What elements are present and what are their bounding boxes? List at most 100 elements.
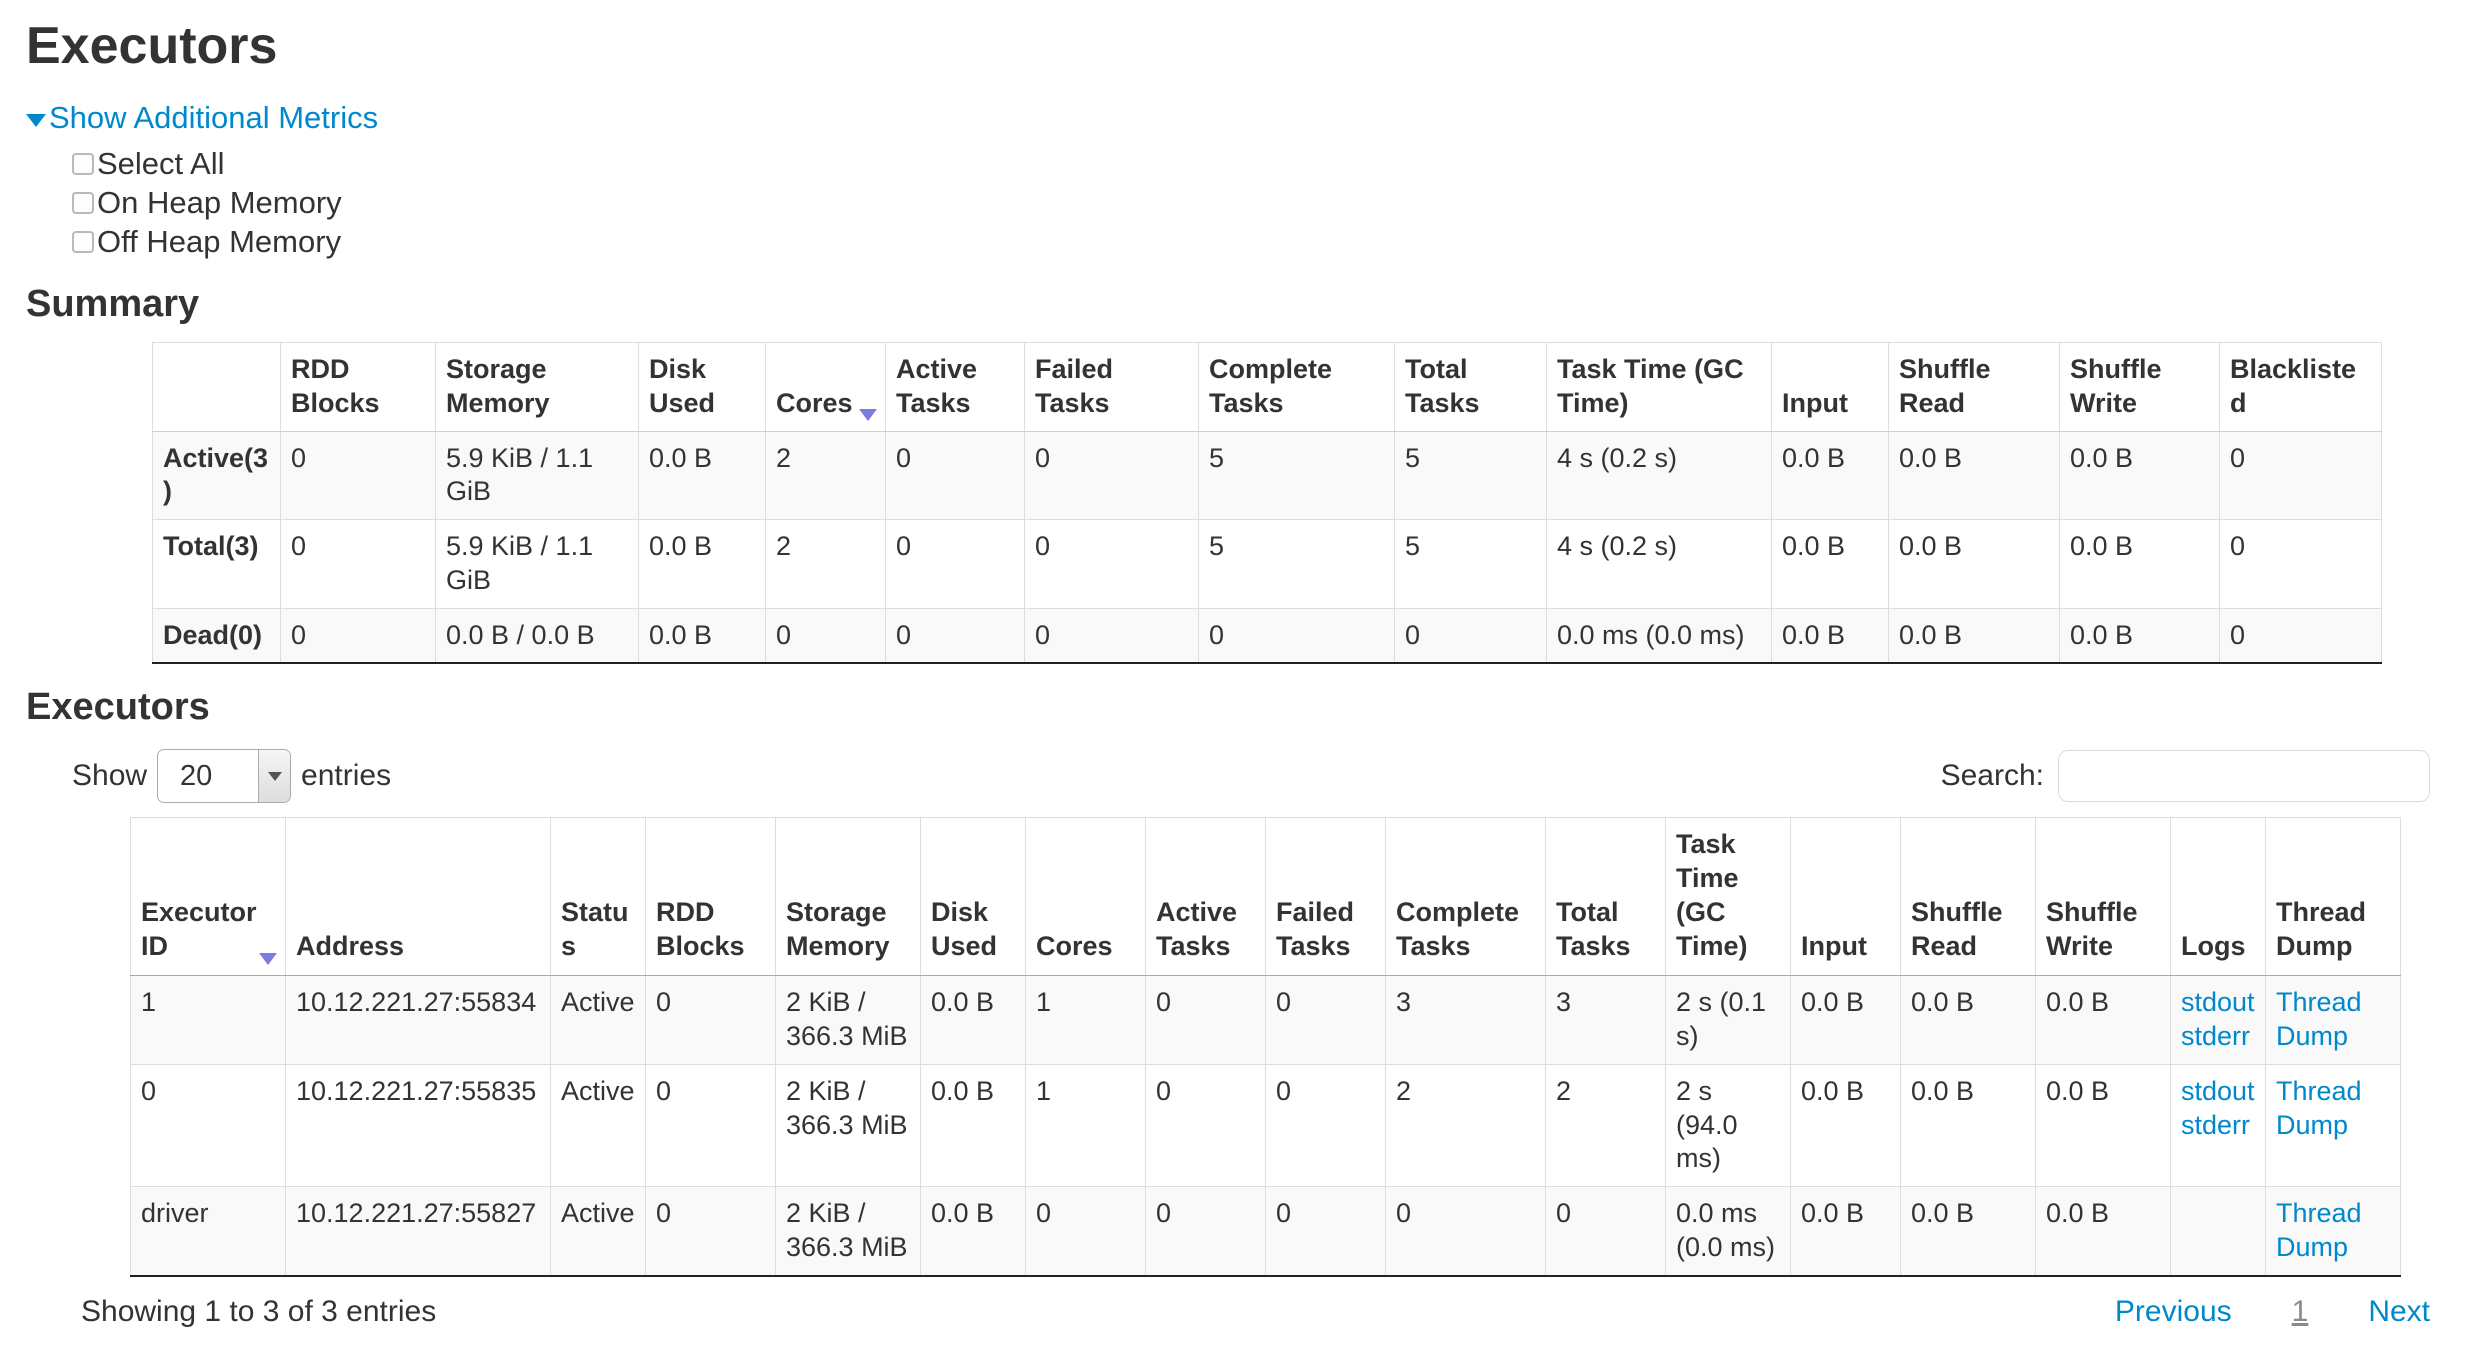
exec-col-storage-memory[interactable]: Storage Memory bbox=[775, 817, 921, 977]
cell-complete-tasks: 2 bbox=[1385, 1063, 1546, 1188]
cell-active-tasks: 0 bbox=[885, 607, 1025, 664]
stderr-link[interactable]: stderr bbox=[2181, 1109, 2251, 1140]
cell-input: 0.0 B bbox=[1790, 1063, 1901, 1188]
exec-col-status[interactable]: Status bbox=[550, 817, 646, 977]
page-size-select[interactable]: 20 bbox=[157, 749, 292, 804]
summary-col-rdd-blocks[interactable]: RDD Blocks bbox=[280, 342, 436, 432]
cell-input: 0.0 B bbox=[1790, 975, 1901, 1065]
metric-label: Select All bbox=[97, 145, 225, 181]
summary-col-shuffle-write[interactable]: Shuffle Write bbox=[2059, 342, 2220, 432]
summary-col-active-tasks[interactable]: Active Tasks bbox=[885, 342, 1025, 432]
summary-row-dead: Dead(0) 0 0.0 B / 0.0 B 0.0 B 0 0 0 0 0 … bbox=[152, 607, 2382, 664]
summary-col-storage-memory[interactable]: Storage Memory bbox=[435, 342, 639, 432]
cell-executor-id: driver bbox=[130, 1186, 286, 1276]
cell-task-time: 0.0 ms (0.0 ms) bbox=[1546, 607, 1772, 664]
exec-col-executor-id[interactable]: Executor ID bbox=[130, 817, 286, 977]
table-footer: Showing 1 to 3 of 3 entries Previous 1 N… bbox=[81, 1295, 2430, 1329]
dropdown-arrow-zone[interactable] bbox=[258, 750, 291, 803]
stdout-link[interactable]: stdout bbox=[2181, 1075, 2255, 1106]
cell-disk-used: 0.0 B bbox=[920, 1186, 1026, 1276]
metric-item-select-all[interactable]: Select All bbox=[72, 144, 2448, 183]
cell-complete-tasks: 5 bbox=[1198, 519, 1395, 609]
cell-cores: 2 bbox=[765, 519, 886, 609]
metric-item-off-heap-memory[interactable]: Off Heap Memory bbox=[72, 222, 2448, 261]
stderr-link[interactable]: stderr bbox=[2181, 1021, 2251, 1051]
cell-shuffle-read: 0.0 B bbox=[1888, 519, 2060, 609]
cell-input: 0.0 B bbox=[1790, 1186, 1901, 1276]
exec-col-thread-dump[interactable]: Thread Dump bbox=[2265, 817, 2401, 977]
stdout-link[interactable]: stdout bbox=[2181, 987, 2255, 1018]
exec-col-shuffle-write[interactable]: Shuffle Write bbox=[2035, 817, 2171, 977]
search-input[interactable] bbox=[2058, 750, 2430, 803]
cell-rdd-blocks: 0 bbox=[280, 519, 436, 609]
summary-col-blacklisted[interactable]: Blacklisted bbox=[2219, 342, 2382, 432]
summary-col-task-time[interactable]: Task Time (GC Time) bbox=[1546, 342, 1772, 432]
exec-col-cores[interactable]: Cores bbox=[1025, 817, 1146, 977]
cell-total-tasks: 0 bbox=[1394, 607, 1547, 664]
executors-header-row: Executor ID Address Status RDD Blocks St… bbox=[130, 817, 2401, 977]
exec-col-logs[interactable]: Logs bbox=[2170, 817, 2266, 977]
checkbox-select-all[interactable] bbox=[72, 152, 94, 175]
row-label: Total(3) bbox=[152, 519, 281, 609]
cell-cores: 0 bbox=[765, 607, 886, 664]
cell-cores: 1 bbox=[1025, 1063, 1146, 1188]
thread-dump-link[interactable]: Thread Dump bbox=[2276, 987, 2362, 1051]
show-additional-metrics-link[interactable]: Show Additional Metrics bbox=[26, 100, 2448, 136]
summary-col-input[interactable]: Input bbox=[1771, 342, 1889, 432]
executor-row: 1 10.12.221.27:55834 Active 0 2 KiB / 36… bbox=[130, 975, 2401, 1065]
checkbox-on-heap-memory[interactable] bbox=[72, 191, 94, 214]
page-size-value: 20 bbox=[180, 759, 213, 792]
exec-col-failed-tasks[interactable]: Failed Tasks bbox=[1265, 817, 1386, 977]
exec-col-task-time[interactable]: Task Time (GC Time) bbox=[1665, 817, 1791, 977]
cell-storage-memory: 2 KiB / 366.3 MiB bbox=[775, 1186, 921, 1276]
cell-address: 10.12.221.27:55834 bbox=[285, 975, 551, 1065]
table-controls: Show 20 entries Search: bbox=[72, 749, 2430, 804]
cell-failed-tasks: 0 bbox=[1024, 430, 1199, 520]
cell-total-tasks: 5 bbox=[1394, 519, 1547, 609]
summary-col-cores[interactable]: Cores bbox=[765, 342, 886, 432]
page-length-control: Show 20 entries bbox=[72, 749, 391, 804]
exec-col-disk-used[interactable]: Disk Used bbox=[920, 817, 1026, 977]
exec-col-input[interactable]: Input bbox=[1790, 817, 1901, 977]
row-label: Active(3) bbox=[152, 430, 281, 520]
cell-task-time: 2 s (94.0 ms) bbox=[1665, 1063, 1791, 1188]
exec-col-shuffle-read[interactable]: Shuffle Read bbox=[1900, 817, 2036, 977]
checkbox-off-heap-memory[interactable] bbox=[72, 230, 94, 253]
cell-disk-used: 0.0 B bbox=[920, 975, 1026, 1065]
page-title: Executors bbox=[26, 17, 278, 75]
cell-status: Active bbox=[550, 1063, 646, 1188]
exec-col-complete-tasks[interactable]: Complete Tasks bbox=[1385, 817, 1546, 977]
cell-complete-tasks: 3 bbox=[1385, 975, 1546, 1065]
exec-col-rdd-blocks[interactable]: RDD Blocks bbox=[645, 817, 776, 977]
summary-table: RDD Blocks Storage Memory Disk Used Core… bbox=[152, 342, 2382, 665]
row-label: Dead(0) bbox=[152, 607, 281, 664]
summary-col-complete-tasks[interactable]: Complete Tasks bbox=[1198, 342, 1395, 432]
exec-col-address[interactable]: Address bbox=[285, 817, 551, 977]
next-page-button[interactable]: Next bbox=[2368, 1294, 2430, 1328]
cell-shuffle-write: 0.0 B bbox=[2059, 607, 2220, 664]
summary-col-total-tasks[interactable]: Total Tasks bbox=[1394, 342, 1547, 432]
exec-col-active-tasks[interactable]: Active Tasks bbox=[1145, 817, 1266, 977]
cell-active-tasks: 0 bbox=[1145, 1186, 1266, 1276]
cell-disk-used: 0.0 B bbox=[638, 607, 766, 664]
cell-logs bbox=[2170, 1186, 2266, 1276]
cell-blacklisted: 0 bbox=[2219, 607, 2382, 664]
thread-dump-link[interactable]: Thread Dump bbox=[2276, 1075, 2362, 1140]
thread-dump-link[interactable]: Thread Dump bbox=[2276, 1198, 2362, 1262]
summary-col-shuffle-read[interactable]: Shuffle Read bbox=[1888, 342, 2060, 432]
page-number-1[interactable]: 1 bbox=[2291, 1294, 2309, 1328]
cell-shuffle-read: 0.0 B bbox=[1900, 975, 2036, 1065]
summary-col-failed-tasks[interactable]: Failed Tasks bbox=[1024, 342, 1199, 432]
executors-table: Executor ID Address Status RDD Blocks St… bbox=[130, 817, 2401, 1277]
exec-col-total-tasks[interactable]: Total Tasks bbox=[1545, 817, 1666, 977]
summary-col-disk-used[interactable]: Disk Used bbox=[638, 342, 766, 432]
cell-failed-tasks: 0 bbox=[1024, 607, 1199, 664]
cell-address: 10.12.221.27:55835 bbox=[285, 1063, 551, 1188]
metric-item-on-heap-memory[interactable]: On Heap Memory bbox=[72, 183, 2448, 222]
previous-page-button[interactable]: Previous bbox=[2114, 1294, 2232, 1328]
cell-task-time: 4 s (0.2 s) bbox=[1546, 430, 1772, 520]
cell-storage-memory: 2 KiB / 366.3 MiB bbox=[775, 975, 921, 1065]
cell-thread-dump: Thread Dump bbox=[2265, 1063, 2401, 1188]
sort-arrow-icon bbox=[859, 408, 877, 421]
